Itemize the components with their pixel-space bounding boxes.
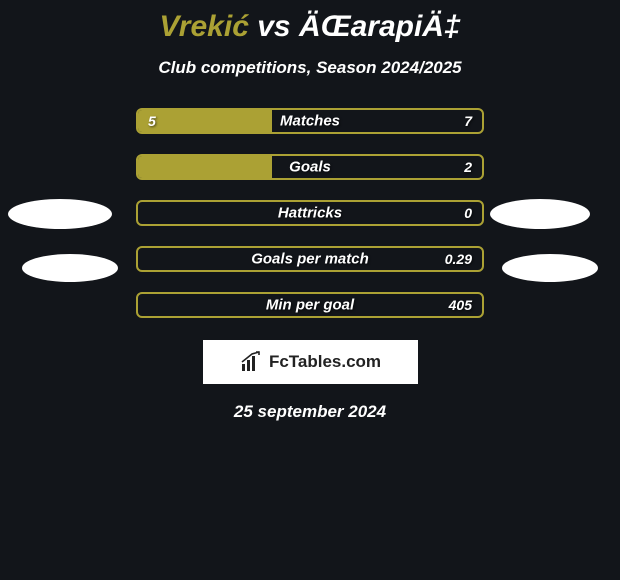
avatar-left-1 [8, 199, 112, 229]
vs-label: vs [257, 10, 290, 43]
stat-right-value: 7 [464, 113, 472, 129]
stat-fill [138, 110, 272, 132]
stat-right-value: 0 [464, 205, 472, 221]
player1-name: Vrekić [159, 10, 249, 43]
stat-row-goals-per-match: Goals per match 0.29 [136, 246, 484, 272]
avatar-left-2 [22, 254, 118, 282]
stat-label: Goals [289, 159, 331, 176]
chart-icon [239, 350, 263, 374]
stat-right-value: 0.29 [445, 251, 472, 267]
date: 25 september 2024 [0, 402, 620, 422]
stat-label: Min per goal [266, 297, 354, 314]
stat-row-goals: Goals 2 [136, 154, 484, 180]
title: Vrekić vs ÄŒarapiÄ‡ [0, 0, 620, 44]
logo-text: FcTables.com [269, 352, 381, 372]
stat-right-value: 2 [464, 159, 472, 175]
player2-name: ÄŒarapiÄ‡ [299, 10, 461, 43]
stat-row-matches: 5 Matches 7 [136, 108, 484, 134]
stat-label: Goals per match [251, 251, 369, 268]
stat-row-min-per-goal: Min per goal 405 [136, 292, 484, 318]
subtitle: Club competitions, Season 2024/2025 [0, 58, 620, 78]
stat-left-value: 5 [148, 113, 156, 129]
stat-fill [138, 156, 272, 178]
logo-box[interactable]: FcTables.com [203, 340, 418, 384]
avatar-right-2 [502, 254, 598, 282]
stat-label: Hattricks [278, 205, 342, 222]
comparison-card: Vrekić vs ÄŒarapiÄ‡ Club competitions, S… [0, 0, 620, 580]
avatar-right-1 [490, 199, 590, 229]
stat-row-hattricks: Hattricks 0 [136, 200, 484, 226]
stat-rows: 5 Matches 7 Goals 2 Hattricks 0 Goals pe… [136, 108, 484, 318]
stat-right-value: 405 [449, 297, 472, 313]
stat-label: Matches [280, 113, 340, 130]
